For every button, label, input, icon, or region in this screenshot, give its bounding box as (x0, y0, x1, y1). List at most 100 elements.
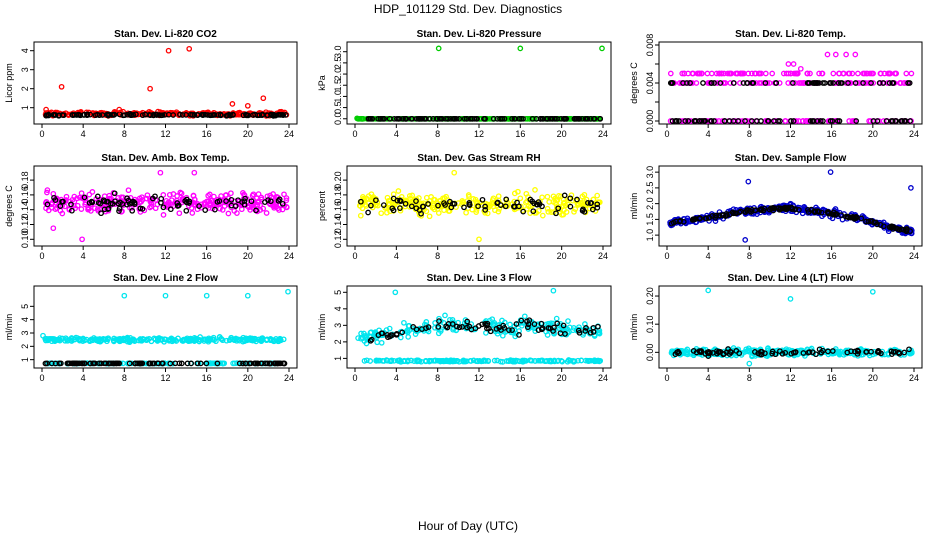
data-point (238, 202, 245, 209)
data-point (742, 209, 749, 215)
data-point (393, 115, 400, 122)
data-point (487, 328, 494, 335)
series-ref (367, 317, 601, 344)
data-point (571, 208, 577, 215)
data-point (545, 208, 552, 215)
data-point (567, 195, 574, 202)
data-point (804, 70, 811, 77)
x-tick-label: 24 (909, 129, 919, 139)
data-point (419, 203, 426, 210)
data-point (567, 357, 574, 364)
data-point (102, 336, 109, 343)
panel-9: Stan. Dev. Line 4 (LT) Flow 0 4 8 12 16 20 24 0.… (629, 273, 923, 383)
y-tick-label: 0.000 (645, 110, 655, 133)
data-point (409, 192, 416, 199)
data-point (436, 315, 442, 322)
data-point (433, 115, 440, 122)
data-point (137, 336, 144, 342)
data-point (836, 351, 843, 357)
data-point (202, 207, 209, 213)
data-point (830, 80, 836, 86)
data-point (269, 111, 276, 118)
data-point (797, 65, 804, 72)
data-point (244, 292, 251, 299)
data-point (565, 318, 571, 324)
data-point (121, 292, 128, 299)
data-point (509, 327, 515, 333)
data-point (161, 112, 168, 118)
data-point (281, 360, 288, 367)
data-point (183, 207, 190, 214)
data-point (146, 360, 153, 367)
data-point (560, 322, 567, 329)
data-point (235, 197, 241, 204)
data-point (283, 197, 290, 204)
x-tick-label: 0 (352, 129, 357, 139)
data-point (838, 212, 845, 219)
data-point (740, 80, 747, 86)
data-point (896, 350, 903, 357)
y-tick-label: 0.10 (20, 231, 30, 249)
data-point (535, 357, 542, 364)
data-point (441, 195, 448, 201)
x-tick-label: 24 (598, 129, 608, 139)
data-point (363, 357, 370, 364)
series-outliers (43, 45, 267, 113)
x-tick-label: 16 (827, 373, 837, 383)
y-tick-label: 0.18 (333, 186, 343, 204)
data-point (482, 209, 488, 216)
data-point (86, 199, 93, 206)
data-point (777, 205, 784, 212)
data-point (563, 209, 570, 215)
data-point (106, 192, 113, 199)
data-point (810, 118, 817, 124)
data-point (792, 349, 799, 356)
data-point (830, 211, 837, 218)
data-point (117, 199, 123, 206)
panel-title: Stan. Dev. Gas Stream RH (417, 153, 540, 164)
data-point (358, 330, 364, 337)
data-point (203, 360, 210, 367)
data-point (807, 70, 813, 77)
data-point (52, 337, 59, 344)
x-tick-label: 4 (394, 129, 399, 139)
data-point (425, 201, 431, 207)
y-tick-label: 0.16 (20, 186, 30, 204)
data-point (863, 218, 869, 225)
data-point (201, 200, 208, 206)
data-point (672, 118, 679, 124)
data-point (827, 169, 834, 175)
data-point (537, 357, 544, 364)
data-point (692, 216, 698, 223)
x-tick-label: 4 (706, 129, 711, 139)
x-tick-label: 16 (827, 251, 837, 261)
data-point (878, 350, 884, 357)
data-point (475, 203, 481, 210)
data-point (283, 195, 290, 201)
data-point (549, 115, 556, 122)
data-point (721, 70, 727, 77)
data-point (570, 358, 577, 365)
data-point (162, 292, 169, 299)
panel-title: Stan. Dev. Li-820 Pressure (417, 29, 542, 40)
data-point (748, 209, 754, 215)
data-point (513, 321, 520, 327)
data-point (745, 178, 752, 185)
series-ref (668, 204, 913, 235)
x-tick-label: 8 (435, 373, 440, 383)
data-point (730, 80, 737, 86)
data-point (357, 115, 363, 122)
panel-title: Stan. Dev. Line 4 (LT) Flow (728, 273, 854, 284)
data-point (355, 335, 361, 341)
data-point (567, 203, 574, 210)
data-point (87, 111, 94, 118)
data-point (553, 197, 560, 204)
data-point (863, 349, 869, 355)
data-point (369, 115, 376, 122)
x-tick-label: 4 (706, 373, 711, 383)
x-tick-label: 0 (664, 129, 669, 139)
data-point (387, 358, 394, 364)
data-point (780, 70, 787, 77)
data-point (51, 194, 57, 201)
data-point (255, 360, 261, 367)
